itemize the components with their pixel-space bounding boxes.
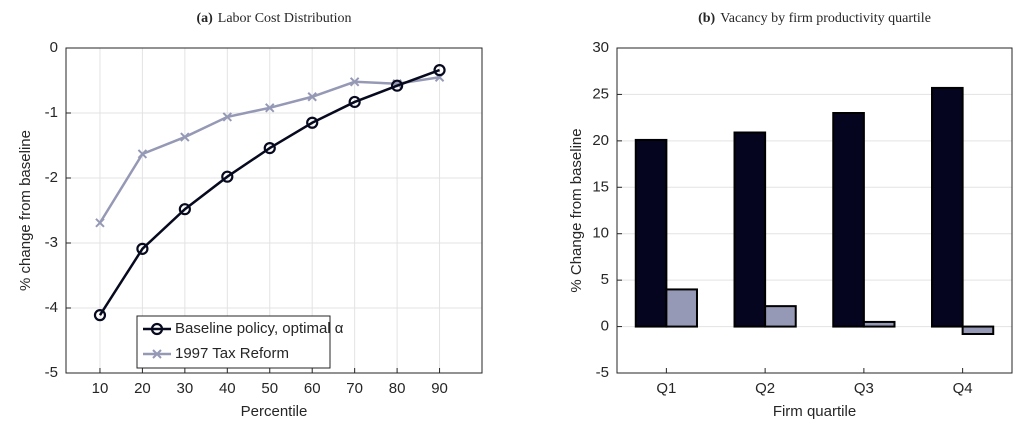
bar	[862, 320, 896, 328]
chart-title-text: Labor Cost Distribution	[218, 11, 352, 26]
y-axis-label: % Change from baseline	[568, 128, 585, 292]
x-tick-label: Q1	[656, 380, 676, 397]
point	[391, 79, 404, 92]
series-line	[98, 68, 440, 316]
legend-marker	[152, 349, 162, 359]
point	[180, 132, 190, 142]
x-tick-label: 10	[92, 380, 109, 397]
x-tick-label: 40	[219, 380, 236, 397]
y-tick-label: -4	[45, 299, 58, 316]
x-tick-label: 30	[177, 380, 194, 397]
bar	[931, 86, 964, 328]
y-tick-label: 20	[592, 132, 609, 149]
y-tick-label: 0	[50, 39, 58, 56]
point	[349, 77, 360, 87]
chart-label: (a)	[196, 11, 213, 26]
x-tick-label: 60	[304, 380, 321, 397]
y-axis-label: % change from baseline	[17, 130, 34, 291]
chart-title: (b) Vacancy by firm productivity quartile	[698, 11, 931, 26]
point	[136, 242, 149, 255]
chart-label: (b)	[698, 11, 715, 26]
bar	[733, 131, 767, 328]
y-tick-label: 25	[592, 85, 609, 102]
y-tick-label: -1	[45, 104, 58, 121]
bar	[634, 138, 668, 328]
chart-title-text: Vacancy by firm productivity quartile	[720, 11, 931, 26]
chart-title: (a) Labor Cost Distribution	[196, 11, 351, 26]
x-axis-label: Percentile	[241, 403, 308, 420]
y-tick-label: 5	[601, 271, 609, 288]
y-tick-label: 0	[601, 318, 609, 335]
x-tick-label: 80	[389, 380, 406, 397]
y-tick-label: 30	[592, 39, 609, 56]
x-tick-label: Q4	[953, 380, 973, 397]
bar	[665, 288, 698, 328]
x-tick-label: 20	[134, 380, 151, 397]
y-tick-label: 10	[592, 225, 609, 242]
x-tick-label: 90	[431, 380, 448, 397]
y-tick-label: 15	[592, 178, 609, 195]
axes-frame	[65, 47, 483, 374]
y-tick-label: -2	[45, 169, 58, 186]
y-tick-label: -5	[596, 364, 609, 381]
x-axis-label: Firm quartile	[773, 403, 856, 420]
point	[263, 142, 276, 155]
legend-label: 1997 Tax Reform	[175, 345, 289, 362]
legend-marker	[150, 322, 164, 336]
y-tick-label: -5	[45, 364, 58, 381]
point	[137, 149, 148, 159]
bar	[832, 112, 865, 328]
legend-box	[136, 315, 331, 369]
point	[221, 170, 234, 183]
bar	[961, 325, 995, 336]
x-tick-label: 50	[261, 380, 278, 397]
point	[348, 95, 361, 109]
point	[265, 103, 275, 113]
point	[306, 116, 319, 129]
y-tick-label: -3	[45, 234, 58, 251]
bar	[764, 305, 797, 328]
point	[93, 309, 107, 322]
point	[222, 112, 233, 122]
point	[433, 63, 446, 77]
point	[307, 92, 317, 102]
x-tick-label: Q3	[854, 380, 874, 397]
axes-frame	[616, 47, 1013, 374]
legend-label: Baseline policy, optimal α	[175, 320, 344, 337]
point	[178, 203, 191, 216]
x-tick-label: 70	[346, 380, 363, 397]
x-tick-label: Q2	[755, 380, 775, 397]
point	[95, 218, 105, 228]
